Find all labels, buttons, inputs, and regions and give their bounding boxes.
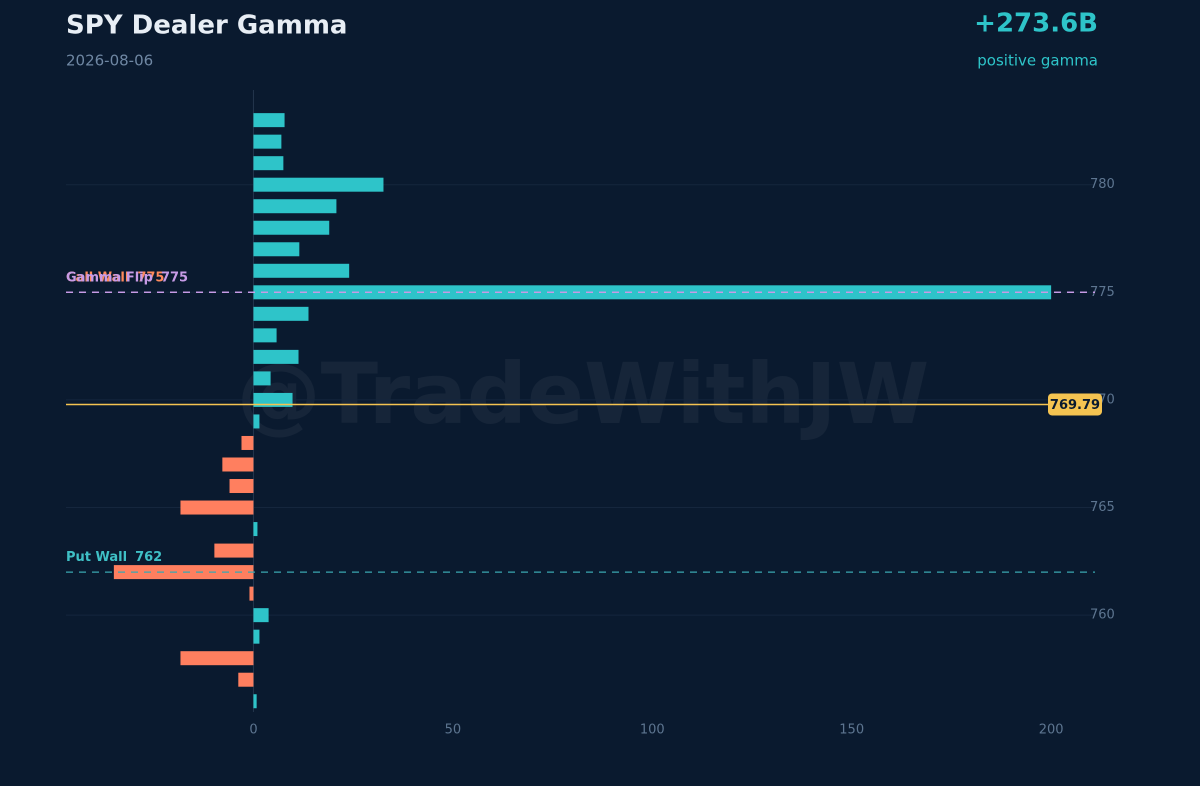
level-label: Put Wall 762 [66,550,162,565]
x-tick-label: 150 [839,723,864,738]
level-name: Call Wall [66,270,129,285]
x-tick-label: 200 [1039,723,1064,738]
level-name: Gamma Flip [66,270,153,285]
bar [238,672,254,687]
bar [253,263,350,278]
level-label: Call Wall 775 [66,270,164,285]
chart-title: SPY Dealer Gamma [66,11,347,41]
level-value: 775 [161,270,188,285]
level-name: Put Wall [66,550,127,565]
bar [214,543,254,558]
chart-subtitle: 2026-08-06 [66,52,153,70]
net-gamma-note: positive gamma [977,52,1098,70]
bar [180,651,254,666]
bar [253,629,260,644]
level-label: Gamma Flip 775 [66,270,188,285]
y-tick-label: 780 [1090,177,1115,192]
bar [253,113,285,128]
bar [241,435,254,450]
bar [253,177,384,192]
level-value: 775 [137,270,164,285]
y-tick-label: 765 [1090,500,1115,515]
spot-label: 769.79 [1050,398,1100,413]
bar [229,479,254,494]
bar [253,199,337,214]
level-value: 762 [135,550,162,565]
bar [253,608,269,623]
watermark: @TradeWithJW [237,345,930,443]
bar [253,328,277,343]
spot-badge [1048,393,1102,416]
bar [180,500,254,515]
bar [253,242,300,257]
bar [253,306,309,321]
bar [253,156,284,171]
y-tick-label: 760 [1090,608,1115,623]
bar [249,586,254,601]
y-tick-label: 775 [1090,285,1115,300]
x-tick-label: 50 [445,723,462,738]
bar [253,414,260,429]
bar [253,694,257,709]
net-gamma: +273.6B [974,9,1098,39]
bar [253,392,293,407]
x-tick-label: 100 [640,723,665,738]
bar [253,134,282,149]
bar [222,457,254,472]
bar [253,522,258,537]
bar [253,371,271,386]
x-tick-label: 0 [249,723,257,738]
bar [253,349,299,364]
bar [253,220,330,235]
